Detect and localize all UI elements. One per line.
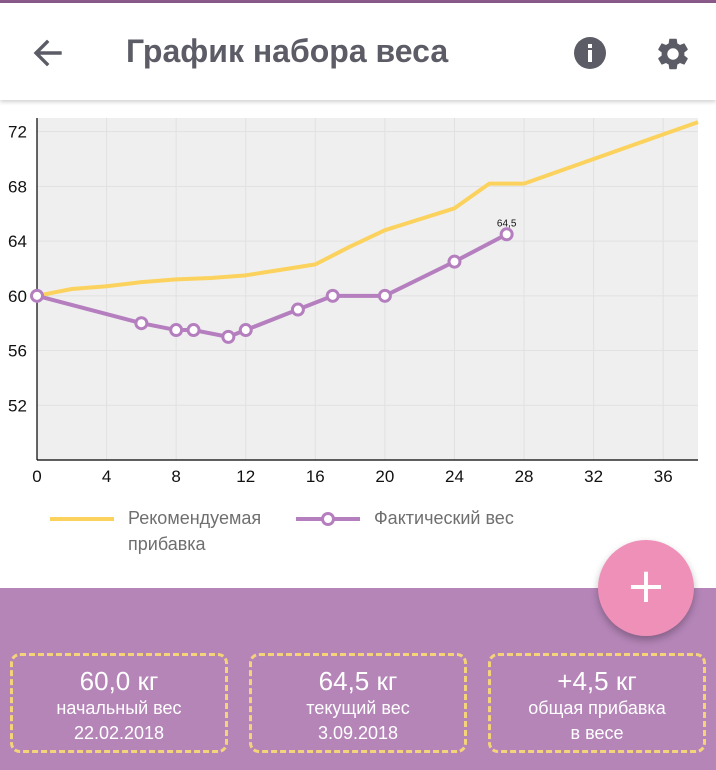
y-tick-label: 72: [8, 123, 27, 142]
data-point-actual: [499, 227, 514, 242]
x-tick-label: 8: [171, 467, 180, 486]
y-tick-label: 56: [8, 342, 27, 361]
settings-button[interactable]: [654, 35, 692, 73]
data-point-actual: [134, 316, 149, 331]
stats-panel: 60,0 кг начальный вес 22.02.2018 64,5 кг…: [0, 588, 716, 770]
data-point-actual: [238, 323, 253, 338]
top-accent-line: [0, 0, 716, 3]
stat-gain-value: +4,5 кг: [557, 666, 637, 696]
data-point-actual: [30, 288, 44, 303]
x-tick-label: 36: [654, 467, 673, 486]
y-tick-label: 64: [8, 232, 27, 251]
data-point-actual: [290, 302, 305, 317]
info-button[interactable]: [572, 35, 608, 71]
x-tick-label: 24: [445, 467, 464, 486]
stat-card-current: 64,5 кг текущий вес 3.09.2018: [249, 653, 467, 753]
legend-recommended: Рекомендуемая прибавка: [50, 505, 261, 557]
data-point-actual: [169, 323, 184, 338]
stat-gain-label: общая прибавка: [528, 698, 666, 718]
data-point-actual: [447, 254, 462, 269]
stat-current-value: 64,5 кг: [318, 666, 398, 696]
app-bar: График набора веса: [0, 3, 716, 100]
gear-icon: [658, 38, 688, 70]
x-tick-label: 4: [102, 467, 111, 486]
data-point-actual: [221, 329, 236, 344]
data-label: 64,5: [497, 218, 517, 229]
x-tick-label: 16: [306, 467, 325, 486]
weight-chart-svg: 52 56 60 64 68 72 0 4 8 12 16 20 24 28 32 36 64,5: [8, 118, 699, 486]
legend-actual-swatch: [296, 512, 360, 526]
data-point-actual: [325, 288, 340, 303]
y-tick-label: 68: [8, 177, 27, 196]
plot-area: [37, 118, 698, 460]
x-tick-label: 20: [375, 467, 394, 486]
legend-recommended-label-line1: Рекомендуемая: [128, 508, 262, 528]
data-point-actual: [186, 323, 201, 338]
back-button[interactable]: [28, 33, 68, 73]
weight-chart: 52 56 60 64 68 72 0 4 8 12 16 20 24 28 32 36 64,5: [0, 100, 716, 588]
stat-start-date: 22.02.2018: [73, 723, 165, 743]
stat-current-label: текущий вес: [306, 698, 410, 718]
stat-current-date: 3.09.2018: [317, 723, 399, 743]
stat-start-label: начальный вес: [56, 698, 182, 718]
legend-actual: Фактический вес: [296, 505, 514, 531]
legend-recommended-swatch: [50, 517, 114, 521]
stat-start-value: 60,0 кг: [79, 666, 159, 696]
arrow-left-icon: [33, 39, 62, 67]
stat-gain-label-2: в весе: [570, 723, 624, 743]
data-point-actual: [377, 288, 392, 303]
series-line-recommended: [36, 120, 699, 298]
y-tick-label: 60: [8, 287, 27, 306]
legend-recommended-label-line2: прибавка: [128, 534, 206, 554]
x-tick-label: 12: [236, 467, 255, 486]
x-tick-label: 0: [32, 467, 41, 486]
legend-actual-label: Фактический вес: [374, 508, 514, 528]
stat-card-start: 60,0 кг начальный вес 22.02.2018: [10, 653, 228, 753]
plus-icon: +: [625, 558, 667, 614]
x-tick-label: 32: [584, 467, 603, 486]
stat-card-gain: +4,5 кг общая прибавка в весе: [488, 653, 706, 753]
y-tick-label: 52: [8, 396, 27, 415]
page-title: График набора веса: [126, 33, 449, 69]
add-weight-button[interactable]: +: [598, 540, 694, 636]
info-icon: [574, 37, 606, 69]
x-tick-label: 28: [515, 467, 534, 486]
